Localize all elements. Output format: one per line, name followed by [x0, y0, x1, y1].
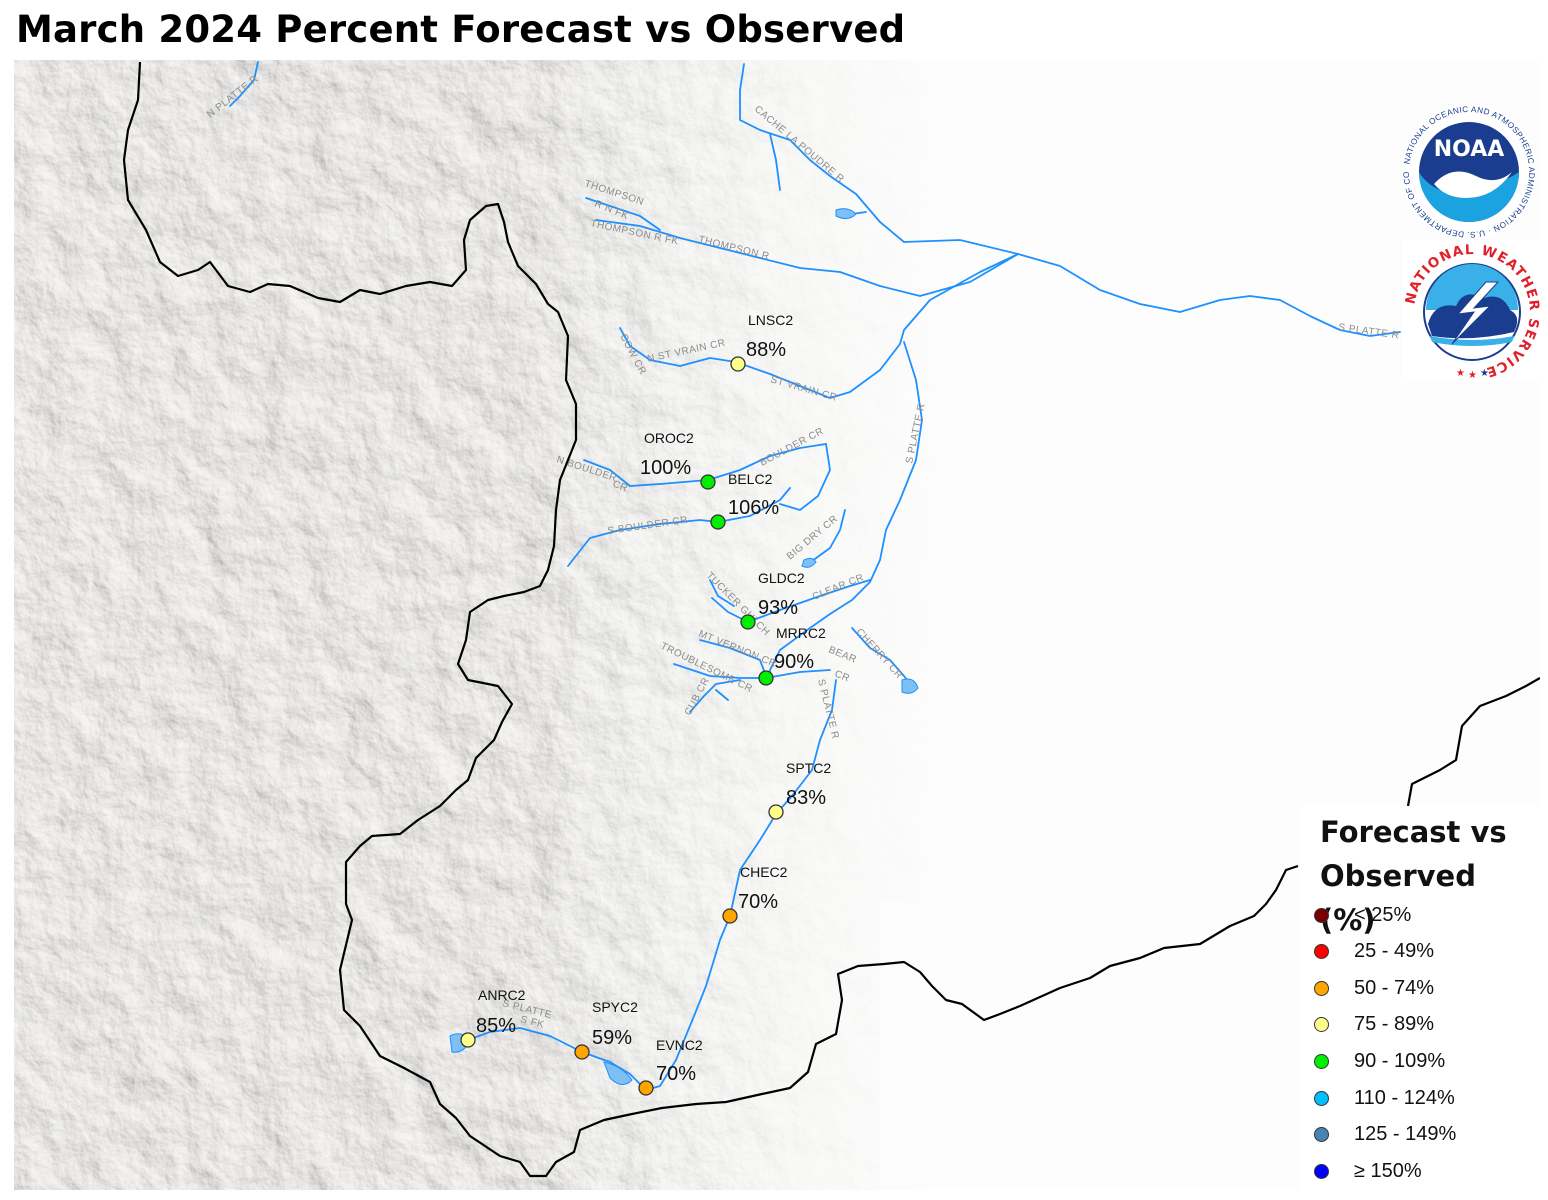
station-marker-spyc2	[574, 1044, 590, 1060]
legend-swatch	[1314, 1090, 1329, 1106]
legend-label: < 25%	[1354, 903, 1412, 926]
station-id-oroc2: OROC2	[644, 430, 694, 446]
river-s-platte-sfk	[467, 1027, 647, 1091]
legend-item: 25 - 49%	[1314, 937, 1434, 967]
station-id-chec2: CHEC2	[740, 864, 788, 880]
station-id-gldc2: GLDC2	[758, 570, 805, 586]
label-bear-cr: CR	[833, 669, 851, 685]
river-big-dry	[807, 509, 846, 565]
river-south-platte-east	[1017, 253, 1401, 337]
river-st-vrain	[735, 253, 1019, 399]
station-value-sptc2: 83%	[786, 787, 826, 809]
legend-swatch	[1314, 1017, 1329, 1033]
lake-north-east	[835, 208, 857, 220]
legend-title-line2: Observed (%)	[1320, 859, 1476, 937]
legend-swatch	[1314, 907, 1329, 923]
station-marker-gldc2	[740, 614, 756, 630]
station-value-mrrc2: 90%	[774, 651, 814, 673]
legend-swatch	[1314, 944, 1329, 960]
lake-elevenmile	[603, 1061, 633, 1085]
noaa-logo: NOAA NATIONAL OCEANIC AND ATMOSPHERIC AD…	[1396, 102, 1537, 240]
station-id-anrc2: ANRC2	[478, 987, 526, 1003]
station-marker-belc2	[710, 514, 726, 530]
legend-title: Forecast vs Observed (%)	[1320, 810, 1540, 942]
station-marker-evnc2	[638, 1080, 654, 1096]
station-id-evnc2: EVNC2	[656, 1037, 703, 1053]
station-value-oroc2: 100%	[640, 457, 691, 479]
station-marker-sptc2	[768, 804, 784, 820]
river-clear-creek	[711, 579, 871, 623]
north-boundary-line	[122, 61, 1299, 1178]
station-marker-anrc2	[460, 1032, 476, 1048]
river-st-vrain-north	[619, 327, 737, 367]
station-value-spyc2: 59%	[592, 1027, 632, 1049]
river-boulder-south	[779, 443, 831, 511]
station-id-lnsc2: LNSC2	[748, 312, 793, 328]
station-value-belc2: 106%	[728, 497, 779, 519]
nws-star-1: ★	[1456, 368, 1465, 379]
nws-star-3: ★	[1480, 368, 1489, 379]
legend-label: 125 - 149%	[1354, 1123, 1457, 1146]
legend-item: 125 - 149%	[1314, 1120, 1456, 1150]
legend-label: 50 - 74%	[1354, 976, 1435, 999]
nws-star-2: ★	[1468, 370, 1477, 381]
legend-item: ≥ 150%	[1314, 1156, 1422, 1186]
river-s-boulder	[567, 487, 791, 567]
legend-item: 75 - 89%	[1314, 1010, 1434, 1040]
station-marker-mrrc2	[758, 670, 774, 686]
nws-logo: NATIONAL WEATHER SERVICE ★ ★ ★	[1402, 240, 1542, 382]
legend-swatch	[1314, 1127, 1329, 1143]
station-layer: LNSC2 88% OROC2 100% BELC2 106% GLDC2 93% MRRC2 9…	[460, 312, 831, 1096]
legend-swatch	[1314, 1163, 1329, 1179]
station-id-spyc2: SPYC2	[592, 999, 638, 1015]
lake-big-dry	[801, 557, 817, 568]
label-n-boulder-cr: CR	[611, 479, 629, 495]
legend-label: 75 - 89%	[1354, 1013, 1435, 1036]
station-value-chec2: 70%	[738, 891, 778, 913]
legend-label: 110 - 124%	[1354, 1086, 1455, 1109]
lake-cherry-creek	[901, 678, 919, 694]
river-mid-s-platte	[769, 341, 923, 681]
river-bear	[673, 663, 831, 679]
station-marker-lnsc2	[730, 356, 746, 372]
east-boundary-line	[1406, 677, 1540, 807]
station-value-anrc2: 85%	[476, 1015, 516, 1037]
station-value-gldc2: 93%	[758, 597, 798, 619]
river-tucker	[709, 579, 735, 607]
legend-item: 50 - 74%	[1314, 973, 1434, 1003]
station-value-evnc2: 70%	[656, 1063, 696, 1085]
river-bear-tributary	[715, 689, 729, 701]
river-mt-vernon	[699, 639, 767, 677]
legend-item: 90 - 109%	[1314, 1046, 1445, 1076]
noaa-wordmark: NOAA	[1434, 137, 1505, 162]
river-s-platte-south	[645, 679, 837, 1091]
legend-swatch	[1314, 1053, 1329, 1069]
station-id-mrrc2: MRRC2	[776, 625, 826, 641]
river-cub	[689, 679, 741, 713]
station-marker-oroc2	[700, 474, 716, 490]
map-title: March 2024 Percent Forecast vs Observed	[16, 8, 906, 51]
legend-label: 90 - 109%	[1354, 1049, 1446, 1072]
river-n-platte	[229, 61, 259, 107]
legend-item: 110 - 124%	[1314, 1083, 1455, 1113]
legend-title-line1: Forecast vs	[1320, 815, 1507, 849]
station-id-sptc2: SPTC2	[786, 760, 831, 776]
station-marker-chec2	[722, 908, 738, 924]
legend-label: 25 - 49%	[1354, 940, 1435, 963]
legend-label: ≥ 150%	[1354, 1159, 1422, 1182]
river-thompson-main	[595, 219, 1019, 297]
river-thompson-upper	[585, 197, 661, 231]
station-id-belc2: BELC2	[728, 471, 773, 487]
river-cache-north-fork	[769, 133, 781, 191]
station-value-lnsc2: 88%	[746, 339, 786, 361]
legend-item: < 25%	[1314, 900, 1411, 930]
legend: Forecast vs Observed (%) < 25% 25 - 49% 50…	[1300, 806, 1540, 1190]
legend-swatch	[1314, 980, 1329, 996]
river-cache-la-poudre	[739, 63, 1019, 255]
